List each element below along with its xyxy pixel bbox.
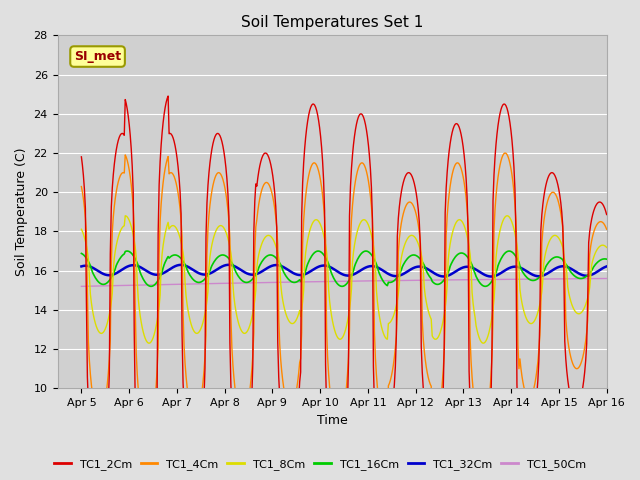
- Title: Soil Temperatures Set 1: Soil Temperatures Set 1: [241, 15, 423, 30]
- X-axis label: Time: Time: [317, 414, 348, 427]
- Legend: TC1_2Cm, TC1_4Cm, TC1_8Cm, TC1_16Cm, TC1_32Cm, TC1_50Cm: TC1_2Cm, TC1_4Cm, TC1_8Cm, TC1_16Cm, TC1…: [49, 455, 591, 474]
- Text: SI_met: SI_met: [74, 50, 121, 63]
- Y-axis label: Soil Temperature (C): Soil Temperature (C): [15, 147, 28, 276]
